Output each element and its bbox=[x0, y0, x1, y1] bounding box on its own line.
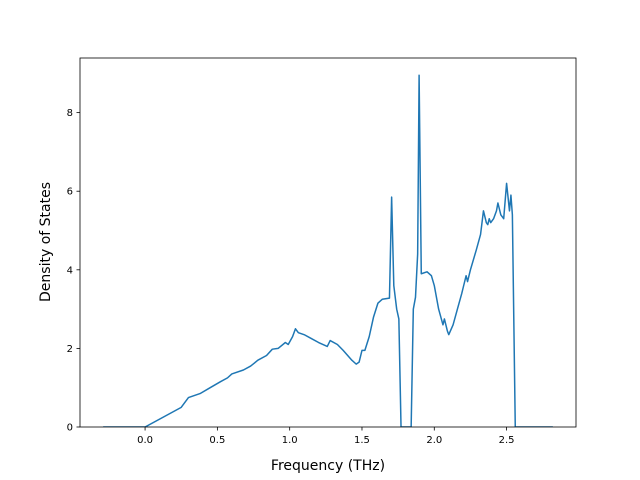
plot-frame bbox=[79, 57, 577, 428]
y-tick-label: 6 bbox=[67, 187, 73, 198]
line-series bbox=[103, 74, 553, 427]
x-tick-label: 1.0 bbox=[282, 435, 298, 446]
x-tick-label: 2.5 bbox=[499, 435, 515, 446]
x-tick-label: 1.5 bbox=[354, 435, 370, 446]
x-tick-label: 0.0 bbox=[137, 435, 153, 446]
x-axis-label: Frequency (THz) bbox=[271, 458, 385, 474]
y-axis-label: Density of States bbox=[38, 182, 54, 302]
x-tick-label: 2.0 bbox=[426, 435, 442, 446]
x-tick-label: 0.5 bbox=[209, 435, 225, 446]
y-tick-label: 4 bbox=[67, 265, 73, 276]
y-tick-label: 0 bbox=[67, 423, 73, 434]
y-tick-label: 2 bbox=[67, 344, 73, 355]
y-tick-label: 8 bbox=[67, 108, 73, 119]
